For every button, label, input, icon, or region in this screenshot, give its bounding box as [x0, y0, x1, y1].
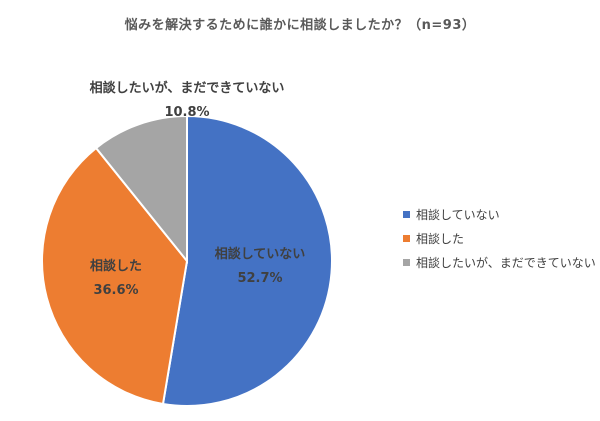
data-label-name-not-consulted: 相談していない: [215, 246, 306, 262]
legend-label: 相談した: [416, 231, 465, 246]
chart-title: 悩みを解決するために誰かに相談しましたか？（n=93）: [124, 18, 476, 33]
legend-swatch: [403, 210, 410, 218]
legend-item-consulted: 相談した: [403, 230, 596, 246]
data-label-value-want-but-not-yet: 10.8%: [164, 105, 209, 120]
data-label-name-consulted: 相談した: [90, 258, 142, 274]
pie-slice-consulted: [41, 146, 189, 406]
legend: 相談していない 相談した 相談したいが、まだできていない: [403, 206, 596, 278]
pie-slice-want-but-not-yet: [94, 114, 188, 264]
legend-item-not-consulted: 相談していない: [403, 206, 596, 222]
legend-label: 相談したいが、まだできていない: [416, 255, 596, 270]
data-label-name-want-but-not-yet: 相談したいが、まだできていない: [90, 80, 285, 96]
data-label-value-not-consulted: 52.7%: [237, 271, 282, 286]
legend-swatch: [403, 258, 410, 266]
legend-item-want-but-not-yet: 相談したいが、まだできていない: [403, 254, 596, 270]
legend-swatch: [403, 234, 410, 242]
legend-label: 相談していない: [416, 207, 500, 222]
data-label-value-consulted: 36.6%: [93, 283, 138, 298]
pie-slice-not-consulted: [161, 114, 333, 407]
